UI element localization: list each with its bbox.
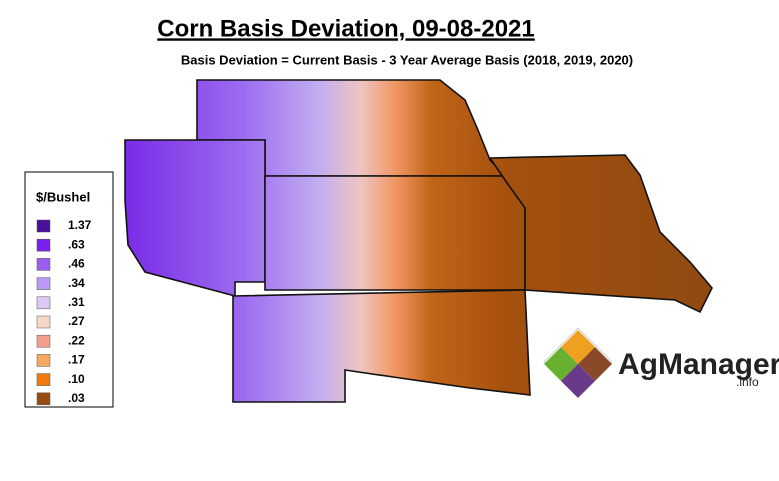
legend-title: $/Bushel: [36, 189, 90, 204]
region-west: [124, 139, 266, 298]
legend-swatch: [36, 238, 51, 252]
legend-label: .34: [68, 276, 85, 290]
logo-name: AgManager: [618, 348, 779, 381]
legend-swatch: [36, 258, 51, 271]
legend-label: .17: [68, 353, 85, 367]
legend-label: .46: [68, 257, 85, 271]
legend-swatch: [36, 277, 51, 290]
legend-label: 1.37: [68, 218, 92, 232]
legend: $/Bushel 1.37 .63 .46 .34 .31 .27 .22 .17 .10 .03: [24, 171, 114, 408]
legend-swatch: [36, 334, 51, 348]
map: [124, 79, 713, 403]
legend-label: .03: [68, 391, 85, 405]
legend-swatch: [36, 392, 51, 406]
legend-swatch: [36, 296, 51, 310]
legend-items: 1.37 .63 .46 .34 .31 .27 .22 .17 .10 .03: [36, 218, 92, 406]
legend-swatch: [36, 373, 51, 386]
legend-label: .27: [68, 314, 85, 328]
region-east: [488, 154, 713, 314]
legend-label: .63: [68, 237, 85, 251]
logo-suffix: .info: [736, 375, 759, 389]
subtitle: Basis Deviation = Current Basis - 3 Year…: [181, 52, 633, 67]
legend-swatch: [36, 315, 51, 329]
legend-label: .22: [68, 333, 85, 347]
legend-swatch: [36, 219, 51, 233]
title: Corn Basis Deviation, 09-08-2021: [157, 15, 535, 42]
logo: AgManager .info: [543, 327, 779, 398]
legend-label: .10: [68, 372, 85, 386]
region-central: [264, 175, 526, 291]
legend-label: .31: [68, 295, 85, 309]
logo-tile: [561, 364, 595, 398]
region-south: [232, 289, 531, 403]
legend-swatch: [36, 354, 51, 367]
